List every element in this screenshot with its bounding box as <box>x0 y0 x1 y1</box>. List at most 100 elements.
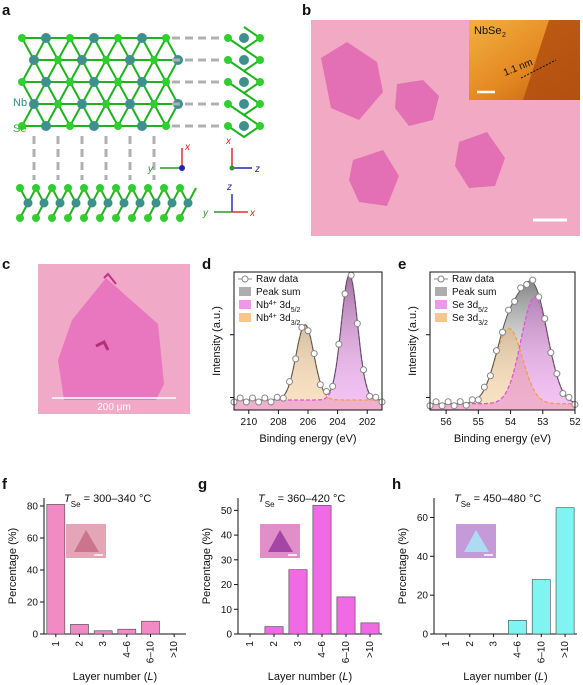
y-tick-label: 40 <box>221 531 233 542</box>
raw-data-point <box>565 393 573 401</box>
inset-flake <box>464 530 489 552</box>
raw-data-point <box>474 396 482 404</box>
nb-atom <box>41 77 51 87</box>
x-tick-label: 208 <box>270 417 287 428</box>
nb-atom <box>119 198 129 208</box>
x-tick-label: 52 <box>569 417 581 428</box>
nb-atom <box>29 99 39 109</box>
nb-atom <box>71 198 81 208</box>
x-tick-label: 3 <box>489 641 500 647</box>
raw-data-point <box>236 394 244 402</box>
panel-letter-g: g <box>198 476 208 493</box>
nb-atom <box>29 55 39 65</box>
se-atom <box>176 184 184 192</box>
se-atom <box>256 56 264 64</box>
legend-label: Raw data <box>452 274 495 285</box>
nb-atom <box>39 198 49 208</box>
bar <box>531 579 551 635</box>
raw-data-point <box>468 396 476 404</box>
bar-chart-f: 0 20 40 60 80 1 2 3 4–6 6–10 >10 TSe = 300–340 °C La… <box>7 493 186 683</box>
se-atom <box>80 184 88 192</box>
legend-swatch <box>239 300 251 309</box>
nb-atom <box>77 99 87 109</box>
svg-text:y: y <box>147 164 154 175</box>
raw-data-point <box>329 382 337 390</box>
bar <box>288 569 308 635</box>
raw-data-point <box>547 349 555 357</box>
y-tick-label: 0 <box>422 630 428 641</box>
panel-letter-f: f <box>2 476 7 493</box>
x-tick-label: >10 <box>560 641 571 658</box>
y-tick-label: 80 <box>27 502 39 513</box>
peak-2-area <box>234 324 382 410</box>
raw-data-point <box>353 320 361 328</box>
flake-4 <box>455 132 505 188</box>
raw-data-point <box>372 393 380 401</box>
se-atom <box>96 214 104 222</box>
legend-swatch <box>239 287 251 296</box>
peak-sum-area <box>234 274 382 410</box>
flake-1 <box>321 42 383 120</box>
se-atom <box>128 184 136 192</box>
y-tick-label: 20 <box>221 580 233 591</box>
raw-data-point <box>432 398 440 406</box>
svg-text:NbSe: NbSe <box>474 25 502 37</box>
raw-data-point <box>310 350 318 358</box>
x-tick-label: 55 <box>473 417 485 428</box>
raw-data-point <box>304 327 312 335</box>
x-axis-label: Binding energy (eV) <box>454 433 551 445</box>
nb-atom <box>125 99 135 109</box>
raw-data-point <box>505 306 513 314</box>
bar <box>264 626 284 635</box>
x-tick-label: 3 <box>98 641 109 647</box>
svg-text:x: x <box>249 208 256 219</box>
se-atom <box>144 214 152 222</box>
se-atom <box>18 34 26 42</box>
se-atom <box>150 100 158 108</box>
raw-data-point <box>249 394 256 402</box>
x-tick-label: 4–6 <box>317 641 328 658</box>
se-atom <box>114 34 122 42</box>
x-tick-label: 206 <box>300 417 317 428</box>
se-atom <box>162 34 170 42</box>
bar <box>555 507 575 635</box>
y-tick-label: 50 <box>221 506 233 517</box>
nb-atom <box>41 33 51 43</box>
se-atom <box>48 184 56 192</box>
y-tick-label: 0 <box>226 630 232 641</box>
se-atom <box>162 78 170 86</box>
nb-atom <box>125 55 135 65</box>
side-bond <box>227 92 262 117</box>
x-tick-label: 1 <box>51 641 62 647</box>
x-tick-label: 202 <box>359 417 376 428</box>
raw-data-point <box>492 347 500 355</box>
raw-data-point <box>444 398 452 406</box>
x-tick-label: 4–6 <box>122 641 133 658</box>
raw-data-point <box>273 393 281 401</box>
legend-label: Raw data <box>256 274 299 285</box>
plot-frame <box>429 271 576 411</box>
peak-sum-area <box>430 281 575 410</box>
raw-data-point <box>286 378 293 386</box>
axes-triad-2: x z <box>225 136 260 175</box>
scale-bar-label: 200 μm <box>97 402 131 413</box>
x-tick-label: 2 <box>269 641 280 647</box>
x-tick-label: 6–10 <box>341 641 352 664</box>
nb-atom <box>239 55 249 65</box>
se-atom <box>256 100 264 108</box>
x-tick-label: 4–6 <box>512 641 523 658</box>
bar <box>117 628 137 635</box>
se-atom <box>256 34 264 42</box>
flake-2 <box>395 80 439 126</box>
legend-label: Peak sum <box>452 287 496 298</box>
raw-data-point <box>450 402 458 410</box>
lattice-top-view <box>18 33 183 131</box>
nb-atom <box>239 77 249 87</box>
legend-label: Se 3d5/2 <box>452 300 488 314</box>
bar <box>508 620 527 635</box>
lattice-side-view <box>224 26 264 139</box>
raw-data-point <box>529 276 537 284</box>
side-bond <box>227 48 262 73</box>
chart-title: TSe = 360–420 °C <box>258 493 345 509</box>
